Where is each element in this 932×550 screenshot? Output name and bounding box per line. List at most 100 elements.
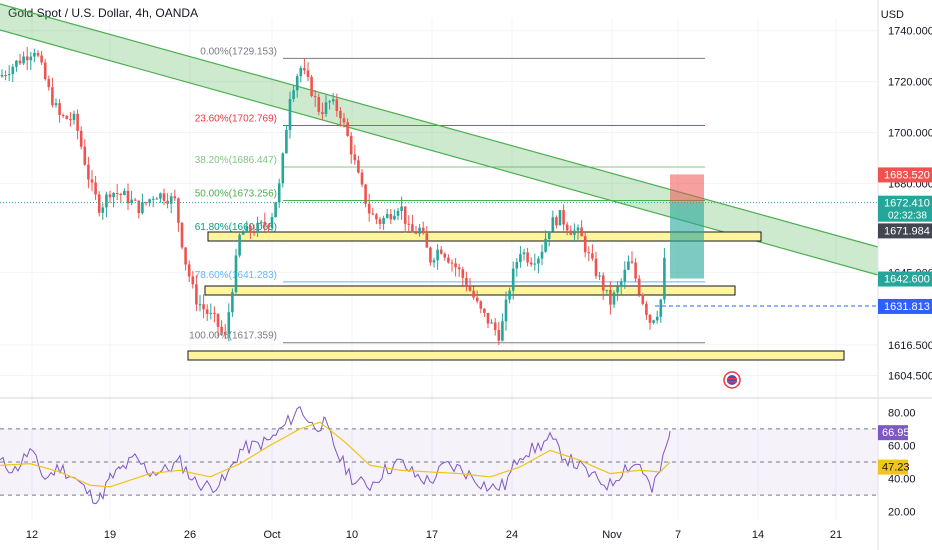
candle-body (472, 290, 475, 298)
candle-body (22, 56, 25, 64)
candle-body (331, 99, 335, 102)
rsi-tag-label: 66.95 (882, 427, 910, 439)
candle-body (504, 299, 508, 322)
candle-body (533, 263, 537, 265)
candle-body (375, 214, 378, 220)
candle-body (112, 192, 115, 198)
candle-body (169, 196, 173, 204)
candle-body (108, 194, 112, 198)
candle-body (515, 262, 519, 269)
candle-body (155, 198, 159, 200)
short-position-tool[interactable] (670, 174, 704, 279)
candle-body (65, 115, 69, 120)
candle-body (623, 269, 627, 282)
candle-body (645, 303, 648, 315)
candle-body (432, 260, 436, 263)
candle-body (173, 196, 177, 199)
candle-body (324, 102, 328, 115)
candle-body (83, 146, 87, 165)
fib-level-label: 0.00%(1729.153) (200, 46, 277, 57)
candle-body (400, 206, 403, 212)
candle-body (360, 172, 364, 185)
time-tick-label: 24 (506, 529, 518, 541)
candle-body (90, 179, 94, 183)
support-resistance-zones[interactable] (187, 231, 845, 361)
candle-body (94, 182, 97, 195)
candle-body (393, 215, 396, 220)
candle-body (11, 66, 15, 75)
candle-body (594, 258, 598, 277)
candle-body (403, 206, 407, 224)
candle-body (7, 74, 11, 76)
price-tag (878, 298, 932, 314)
candle-body (285, 129, 288, 154)
candle-body (238, 234, 241, 256)
candle-body (151, 198, 155, 200)
candle-body (259, 221, 263, 223)
candle-body (317, 97, 321, 112)
candle-body (349, 135, 353, 155)
candle-body (601, 275, 605, 291)
candle-body (367, 203, 371, 214)
time-tick-label: 21 (830, 529, 842, 541)
candle-body (115, 192, 119, 195)
candle-body (382, 217, 385, 224)
candle-body (216, 313, 220, 327)
candle-body (198, 304, 202, 306)
candle-body (591, 253, 594, 259)
candle-body (213, 312, 216, 314)
candle-body (61, 114, 65, 116)
candle-body (249, 226, 252, 233)
candle-body (580, 227, 583, 237)
candle-body (223, 331, 227, 334)
candle-body (209, 312, 213, 314)
candle-body (551, 217, 555, 232)
candle-body (616, 286, 619, 293)
channel-upper (0, 3, 879, 248)
candle-body (119, 194, 123, 196)
candle-body (511, 268, 515, 291)
candle-body (648, 314, 652, 323)
candle-body (328, 101, 331, 103)
candle-body (663, 257, 666, 300)
rsi-tag (878, 425, 908, 441)
candle-body (342, 118, 346, 123)
candle-body (475, 297, 479, 302)
candle-body (54, 103, 58, 106)
price-tag-label: 1672.410 (884, 198, 930, 210)
candle-body (166, 200, 169, 204)
economic-event-icon[interactable] (723, 371, 741, 389)
candle-body (519, 254, 522, 263)
candle-body (123, 190, 126, 196)
candle-body (36, 52, 40, 56)
candle-body (177, 198, 180, 223)
candle-body (425, 233, 429, 248)
candle-body (288, 99, 292, 130)
fib-level-label: 61.80%(1660.065) (195, 222, 277, 233)
candle-body (79, 130, 83, 147)
candle-body (310, 76, 313, 97)
candle-body (544, 238, 547, 252)
candle-body (101, 207, 105, 213)
candle-body (450, 262, 454, 264)
candle-body (443, 253, 447, 258)
candle-body (25, 56, 29, 61)
candle-body (162, 193, 166, 201)
candle-body (263, 221, 267, 226)
candle-body (33, 52, 36, 57)
candle-body (465, 277, 468, 287)
time-tick-label: 14 (752, 529, 764, 541)
candle-body (29, 56, 33, 61)
rsi-pane (0, 405, 878, 505)
candle-body (277, 183, 281, 203)
candle-body (335, 99, 339, 111)
candle-body (493, 322, 497, 330)
candle-body (51, 87, 54, 106)
candle-body (436, 249, 439, 261)
candle-body (486, 312, 490, 324)
price-tag (878, 167, 932, 183)
chart-title: Gold Spot / U.S. Dollar, 4h, OANDA (8, 6, 199, 20)
candle-body (558, 210, 562, 226)
candle-body (47, 79, 51, 88)
